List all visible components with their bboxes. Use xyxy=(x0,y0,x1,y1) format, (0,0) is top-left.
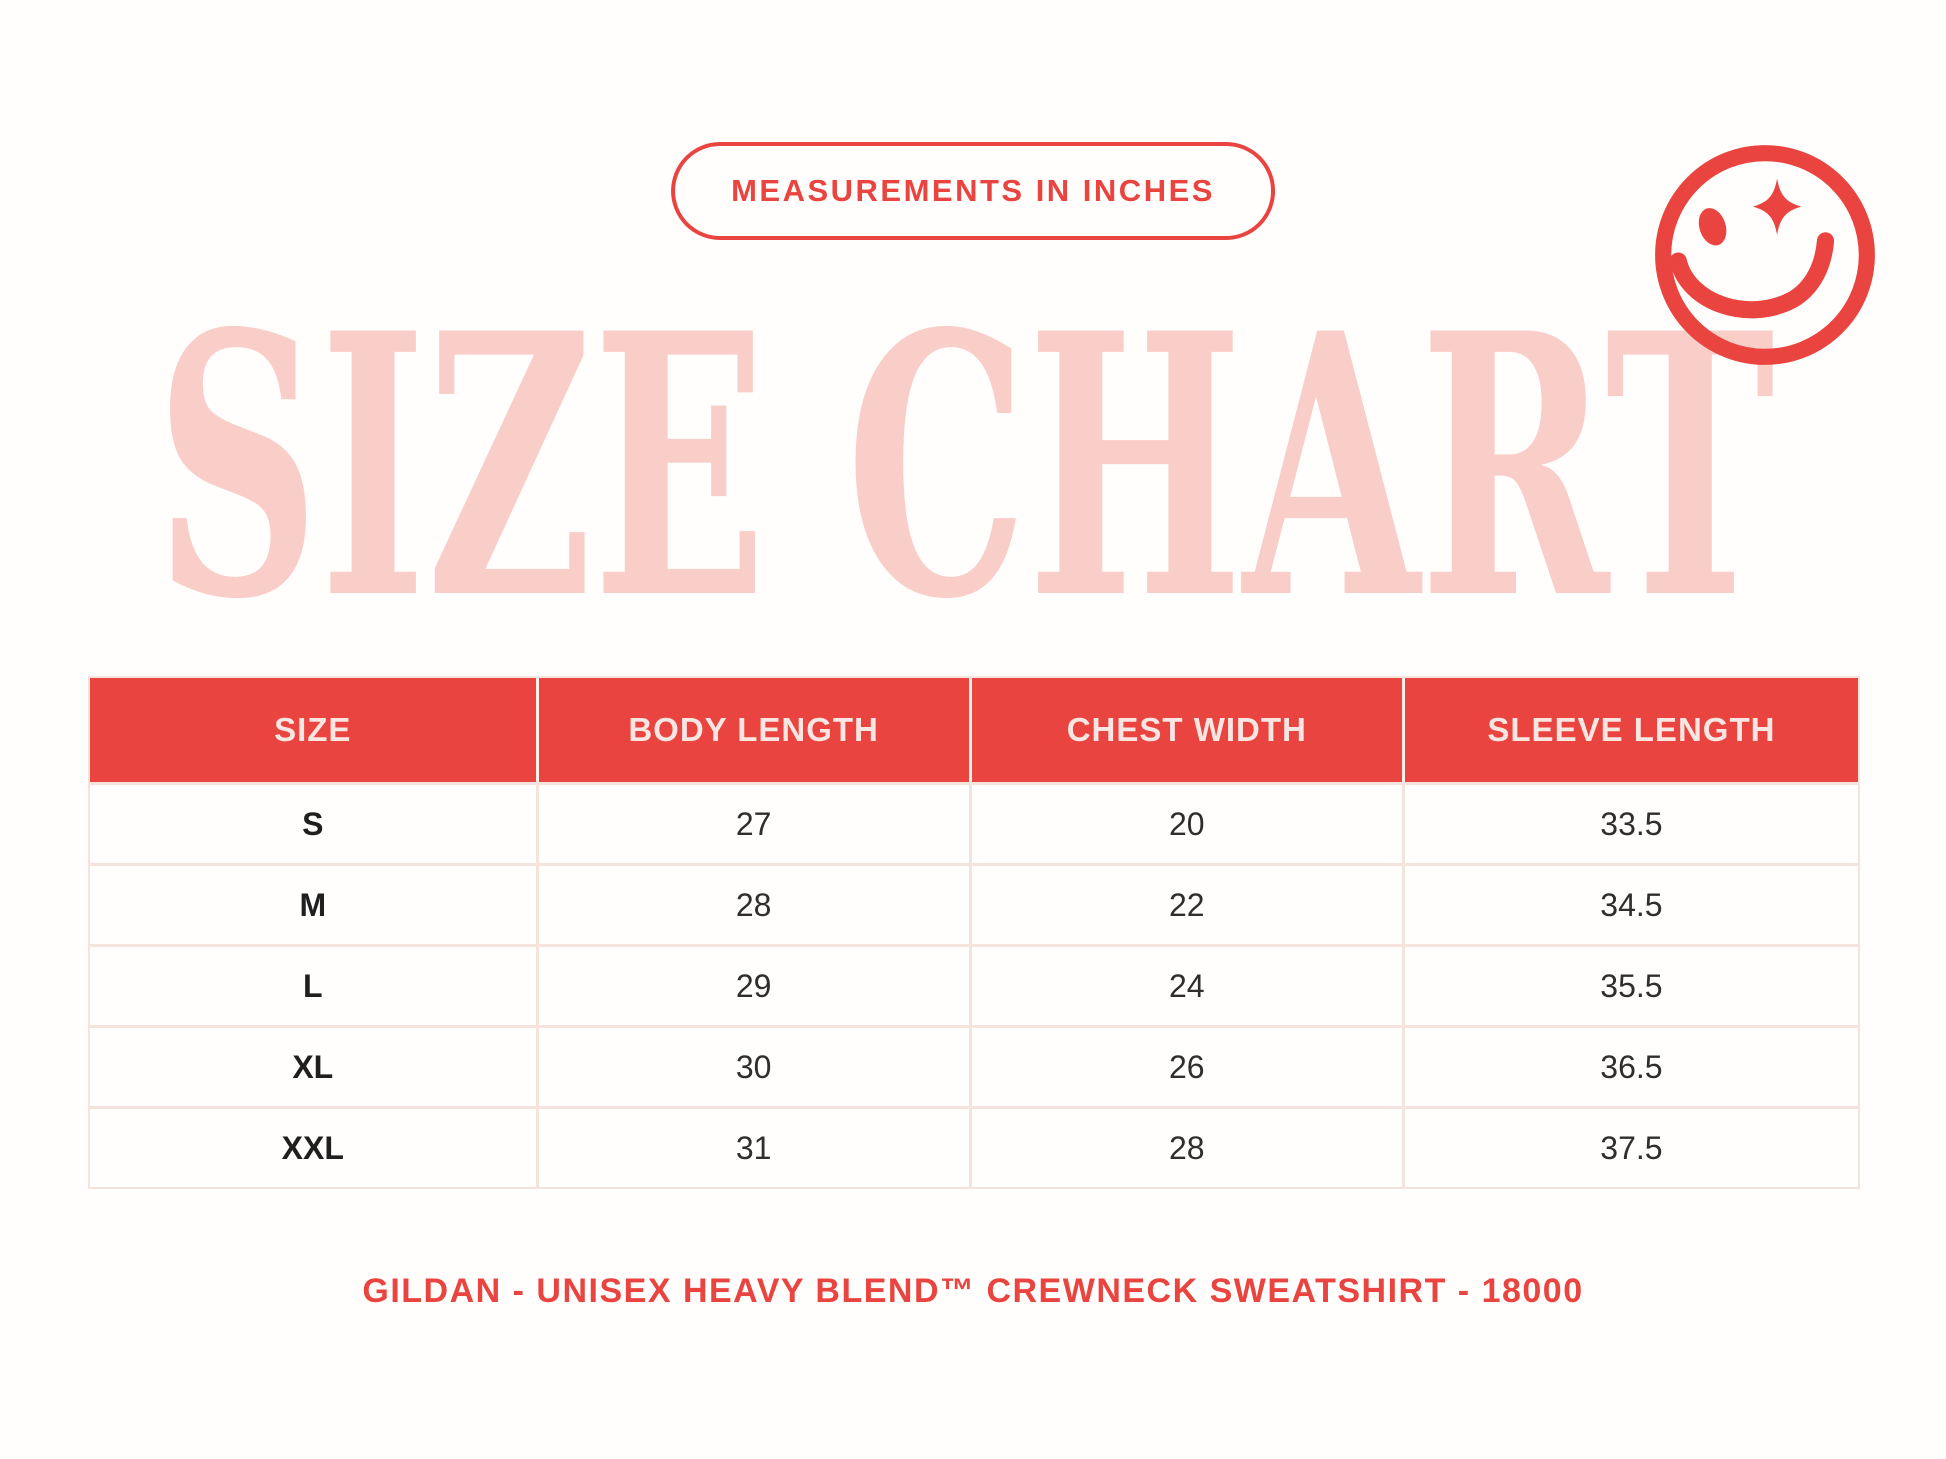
cell-chest-width: 24 xyxy=(968,947,1402,1025)
cell-chest-width: 22 xyxy=(968,866,1402,944)
table-row: XL 30 26 36.5 xyxy=(90,1025,1858,1106)
page-title-text: SIZE CHART xyxy=(155,298,1775,638)
smiley-face-icon xyxy=(1655,145,1875,365)
cell-body-length: 27 xyxy=(535,785,969,863)
column-header-size: SIZE xyxy=(274,711,352,748)
cell-body-length: 29 xyxy=(535,947,969,1025)
smiley-outline xyxy=(1655,145,1875,365)
column-header-body-length: BODY LENGTH xyxy=(535,678,969,782)
column-header-sleeve-length: SLEEVE LENGTH xyxy=(1401,678,1858,782)
cell-sleeve-length: 35.5 xyxy=(1401,947,1858,1025)
cell-size: XXL xyxy=(281,1129,344,1166)
cell-sleeve-length: 36.5 xyxy=(1401,1028,1858,1106)
table-row: XXL 31 28 37.5 xyxy=(90,1106,1858,1187)
cell-size: S xyxy=(302,805,324,842)
table-header-row: SIZE BODY LENGTH CHEST WIDTH SLEEVE LENG… xyxy=(90,678,1858,782)
column-header-chest-width: CHEST WIDTH xyxy=(968,678,1402,782)
cell-body-length: 31 xyxy=(535,1109,969,1187)
cell-body-length: 30 xyxy=(535,1028,969,1106)
cell-body-length: 28 xyxy=(535,866,969,944)
cell-sleeve-length: 34.5 xyxy=(1401,866,1858,944)
cell-sleeve-length: 33.5 xyxy=(1401,785,1858,863)
cell-size: XL xyxy=(292,1048,334,1085)
table-row: M 28 22 34.5 xyxy=(90,863,1858,944)
table-row: S 27 20 33.5 xyxy=(90,782,1858,863)
product-name: GILDAN - UNISEX HEAVY BLEND™ CREWNECK SW… xyxy=(362,1272,1584,1310)
cell-size: L xyxy=(302,967,323,1004)
cell-chest-width: 20 xyxy=(968,785,1402,863)
cell-size: M xyxy=(299,886,327,923)
cell-chest-width: 26 xyxy=(968,1028,1402,1106)
smiley-sparkle-eye xyxy=(1752,178,1802,235)
cell-sleeve-length: 37.5 xyxy=(1401,1109,1858,1187)
cell-chest-width: 28 xyxy=(968,1109,1402,1187)
size-table: SIZE BODY LENGTH CHEST WIDTH SLEEVE LENG… xyxy=(88,676,1860,1189)
measurements-badge: MEASUREMENTS IN INCHES xyxy=(671,142,1275,240)
table-row: L 29 24 35.5 xyxy=(90,944,1858,1025)
measurements-badge-label: MEASUREMENTS IN INCHES xyxy=(731,173,1215,208)
smiley-mouth xyxy=(1669,232,1835,319)
smiley-left-eye xyxy=(1698,208,1727,246)
page-title: SIZE CHART xyxy=(150,298,1780,638)
